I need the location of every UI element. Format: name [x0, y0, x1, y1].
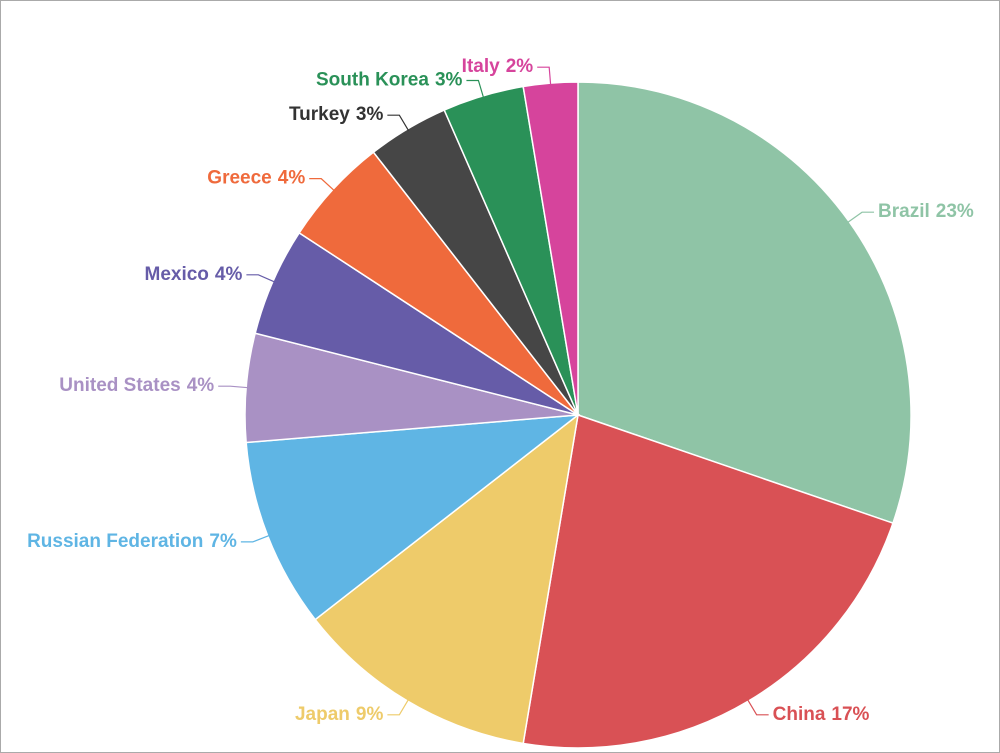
leader-line: [240, 534, 270, 543]
value-label: 23%: [936, 201, 974, 222]
slice-label: Italy 2%: [462, 56, 534, 77]
leader-line: [537, 66, 552, 86]
slice-label: United States 4%: [59, 375, 214, 396]
value-label: 3%: [356, 104, 384, 125]
category-name: China: [773, 704, 826, 725]
category-name: Brazil: [878, 201, 930, 222]
leader-line: [466, 79, 485, 98]
value-label: 9%: [356, 704, 384, 725]
slice-label: Brazil 23%: [878, 201, 974, 222]
leader-line: [847, 211, 875, 224]
leader-line: [746, 699, 769, 716]
category-name: Japan: [295, 704, 350, 725]
slice-label: Mexico 4%: [145, 264, 243, 285]
category-name: Italy: [462, 56, 500, 77]
value-label: 3%: [435, 70, 463, 91]
value-label: 4%: [187, 375, 215, 396]
leader-line: [387, 114, 410, 131]
slice-label: Japan 9%: [295, 704, 383, 725]
value-label: 17%: [831, 704, 869, 725]
leader-line: [246, 274, 276, 283]
category-name: Russian Federation: [27, 531, 203, 552]
value-label: 7%: [209, 531, 237, 552]
leader-line: [309, 178, 335, 192]
value-label: 4%: [278, 168, 306, 189]
category-name: Turkey: [289, 104, 350, 125]
slice-label: South Korea 3%: [316, 70, 463, 91]
category-name: South Korea: [316, 70, 429, 91]
category-name: Greece: [207, 168, 271, 189]
value-label: 4%: [215, 264, 243, 285]
slice-label: Russian Federation 7%: [27, 531, 237, 552]
slice-label: China 17%: [773, 704, 870, 725]
category-name: Mexico: [145, 264, 209, 285]
slice-label: Turkey 3%: [289, 104, 383, 125]
category-name: United States: [59, 375, 180, 396]
slice-label: Greece 4%: [207, 168, 305, 189]
leader-line: [218, 385, 249, 389]
leader-line: [387, 699, 410, 716]
value-label: 2%: [506, 56, 534, 77]
